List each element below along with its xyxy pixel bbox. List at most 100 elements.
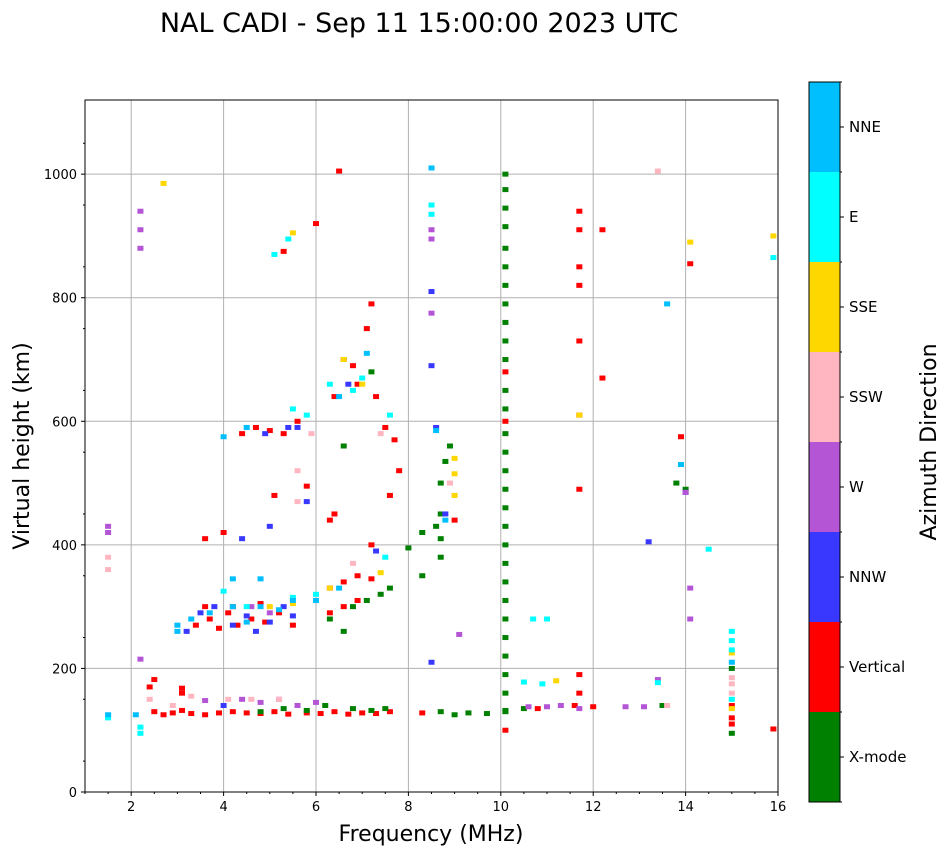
data-point-w <box>257 699 264 705</box>
data-point-vertical <box>373 711 380 717</box>
data-point-x-mode <box>682 486 689 492</box>
data-point-vertical <box>687 261 694 267</box>
data-point-w <box>682 489 689 495</box>
data-point-e <box>530 616 537 622</box>
data-point-e <box>137 724 144 730</box>
data-point-sse <box>451 492 458 498</box>
data-point-vertical <box>169 710 176 716</box>
data-point-vertical <box>234 622 241 628</box>
data-point-nne <box>132 712 139 718</box>
data-point-vertical <box>534 706 541 712</box>
data-point-x-mode <box>405 545 412 551</box>
data-point-sse <box>359 381 366 387</box>
data-point-vertical <box>294 418 301 424</box>
data-point-nne <box>336 394 343 400</box>
data-point-vertical <box>220 530 227 535</box>
colorbar-swatch <box>809 442 840 532</box>
data-point-e <box>289 594 296 600</box>
data-point-e <box>137 730 144 736</box>
data-point-nne <box>243 619 250 625</box>
data-point-e <box>428 202 435 208</box>
data-point-x-mode <box>673 480 680 486</box>
data-point-x-mode <box>659 703 666 708</box>
data-point-e <box>770 255 777 261</box>
data-point-e <box>728 638 735 644</box>
data-point-x-mode <box>502 486 509 492</box>
x-tick-label: 16 <box>770 800 787 815</box>
x-tick-label: 12 <box>585 800 602 815</box>
data-point-w <box>105 523 112 529</box>
data-point-vertical <box>271 709 278 715</box>
data-point-nnw <box>280 604 287 610</box>
data-point-x-mode <box>502 431 509 437</box>
data-point-vertical <box>419 710 426 716</box>
data-point-x-mode <box>502 523 509 529</box>
data-point-ssw <box>294 499 301 505</box>
data-point-e <box>326 381 333 387</box>
data-point-vertical <box>599 227 606 233</box>
data-point-e <box>382 554 389 560</box>
data-point-vertical <box>160 712 167 718</box>
data-point-vertical <box>248 616 255 622</box>
data-point-w <box>294 703 301 708</box>
data-point-vertical <box>271 492 278 498</box>
data-point-x-mode <box>368 707 375 713</box>
data-point-sse <box>553 678 560 684</box>
data-point-w <box>248 604 255 610</box>
x-axis-label: Frequency (MHz) <box>339 822 524 847</box>
data-point-e <box>728 647 735 653</box>
data-point-e <box>220 588 227 594</box>
data-point-w <box>137 208 144 214</box>
data-point-e <box>313 591 319 597</box>
colorbar-tick-label: NNE <box>849 118 881 136</box>
data-point-vertical <box>368 576 375 582</box>
data-point-vertical <box>354 573 361 579</box>
data-point-sse <box>728 706 735 712</box>
data-point-ssw <box>308 431 315 437</box>
data-point-ssw <box>654 168 661 174</box>
data-point-nnw <box>294 424 301 430</box>
data-point-vertical <box>368 542 375 548</box>
colorbar-tick-label: E <box>849 208 858 226</box>
x-tick-label: 2 <box>127 800 135 815</box>
data-point-vertical <box>188 711 195 717</box>
data-point-ssw <box>169 703 176 708</box>
data-point-vertical <box>289 622 296 628</box>
data-point-vertical <box>215 710 222 716</box>
data-point-vertical <box>396 468 403 474</box>
data-point-e <box>105 715 112 721</box>
data-point-vertical <box>349 363 356 369</box>
data-point-w <box>544 704 550 710</box>
x-tick-label: 8 <box>404 800 412 815</box>
data-point-x-mode <box>363 597 370 603</box>
data-point-vertical <box>386 492 393 498</box>
data-point-vertical <box>576 227 583 233</box>
data-point-vertical <box>229 709 236 715</box>
data-point-w <box>137 227 144 233</box>
data-point-x-mode <box>340 628 347 634</box>
x-tick-label: 4 <box>219 800 227 815</box>
y-tick-label: 600 <box>52 415 77 430</box>
data-point-x-mode <box>368 369 375 375</box>
data-point-vertical <box>202 712 209 718</box>
data-point-vertical <box>331 511 338 517</box>
data-point-vertical <box>502 369 509 375</box>
colorbar-label: Azimuth Direction <box>917 343 942 540</box>
data-point-nne <box>188 616 195 622</box>
data-point-nne <box>677 462 684 468</box>
data-point-vertical <box>243 710 250 716</box>
data-point-vertical <box>206 616 213 622</box>
data-point-vertical <box>257 601 264 607</box>
data-point-x-mode <box>386 585 393 591</box>
data-point-nne <box>174 622 181 628</box>
data-point-x-mode <box>340 443 347 449</box>
data-point-ssw <box>377 431 384 437</box>
data-point-x-mode <box>502 542 509 548</box>
data-point-w <box>456 631 463 637</box>
data-point-vertical <box>576 486 583 492</box>
data-point-x-mode <box>326 616 333 622</box>
data-point-ssw <box>294 468 301 474</box>
data-point-nne <box>313 597 319 603</box>
data-point-x-mode <box>502 635 509 641</box>
colorbar-swatch <box>809 532 840 622</box>
